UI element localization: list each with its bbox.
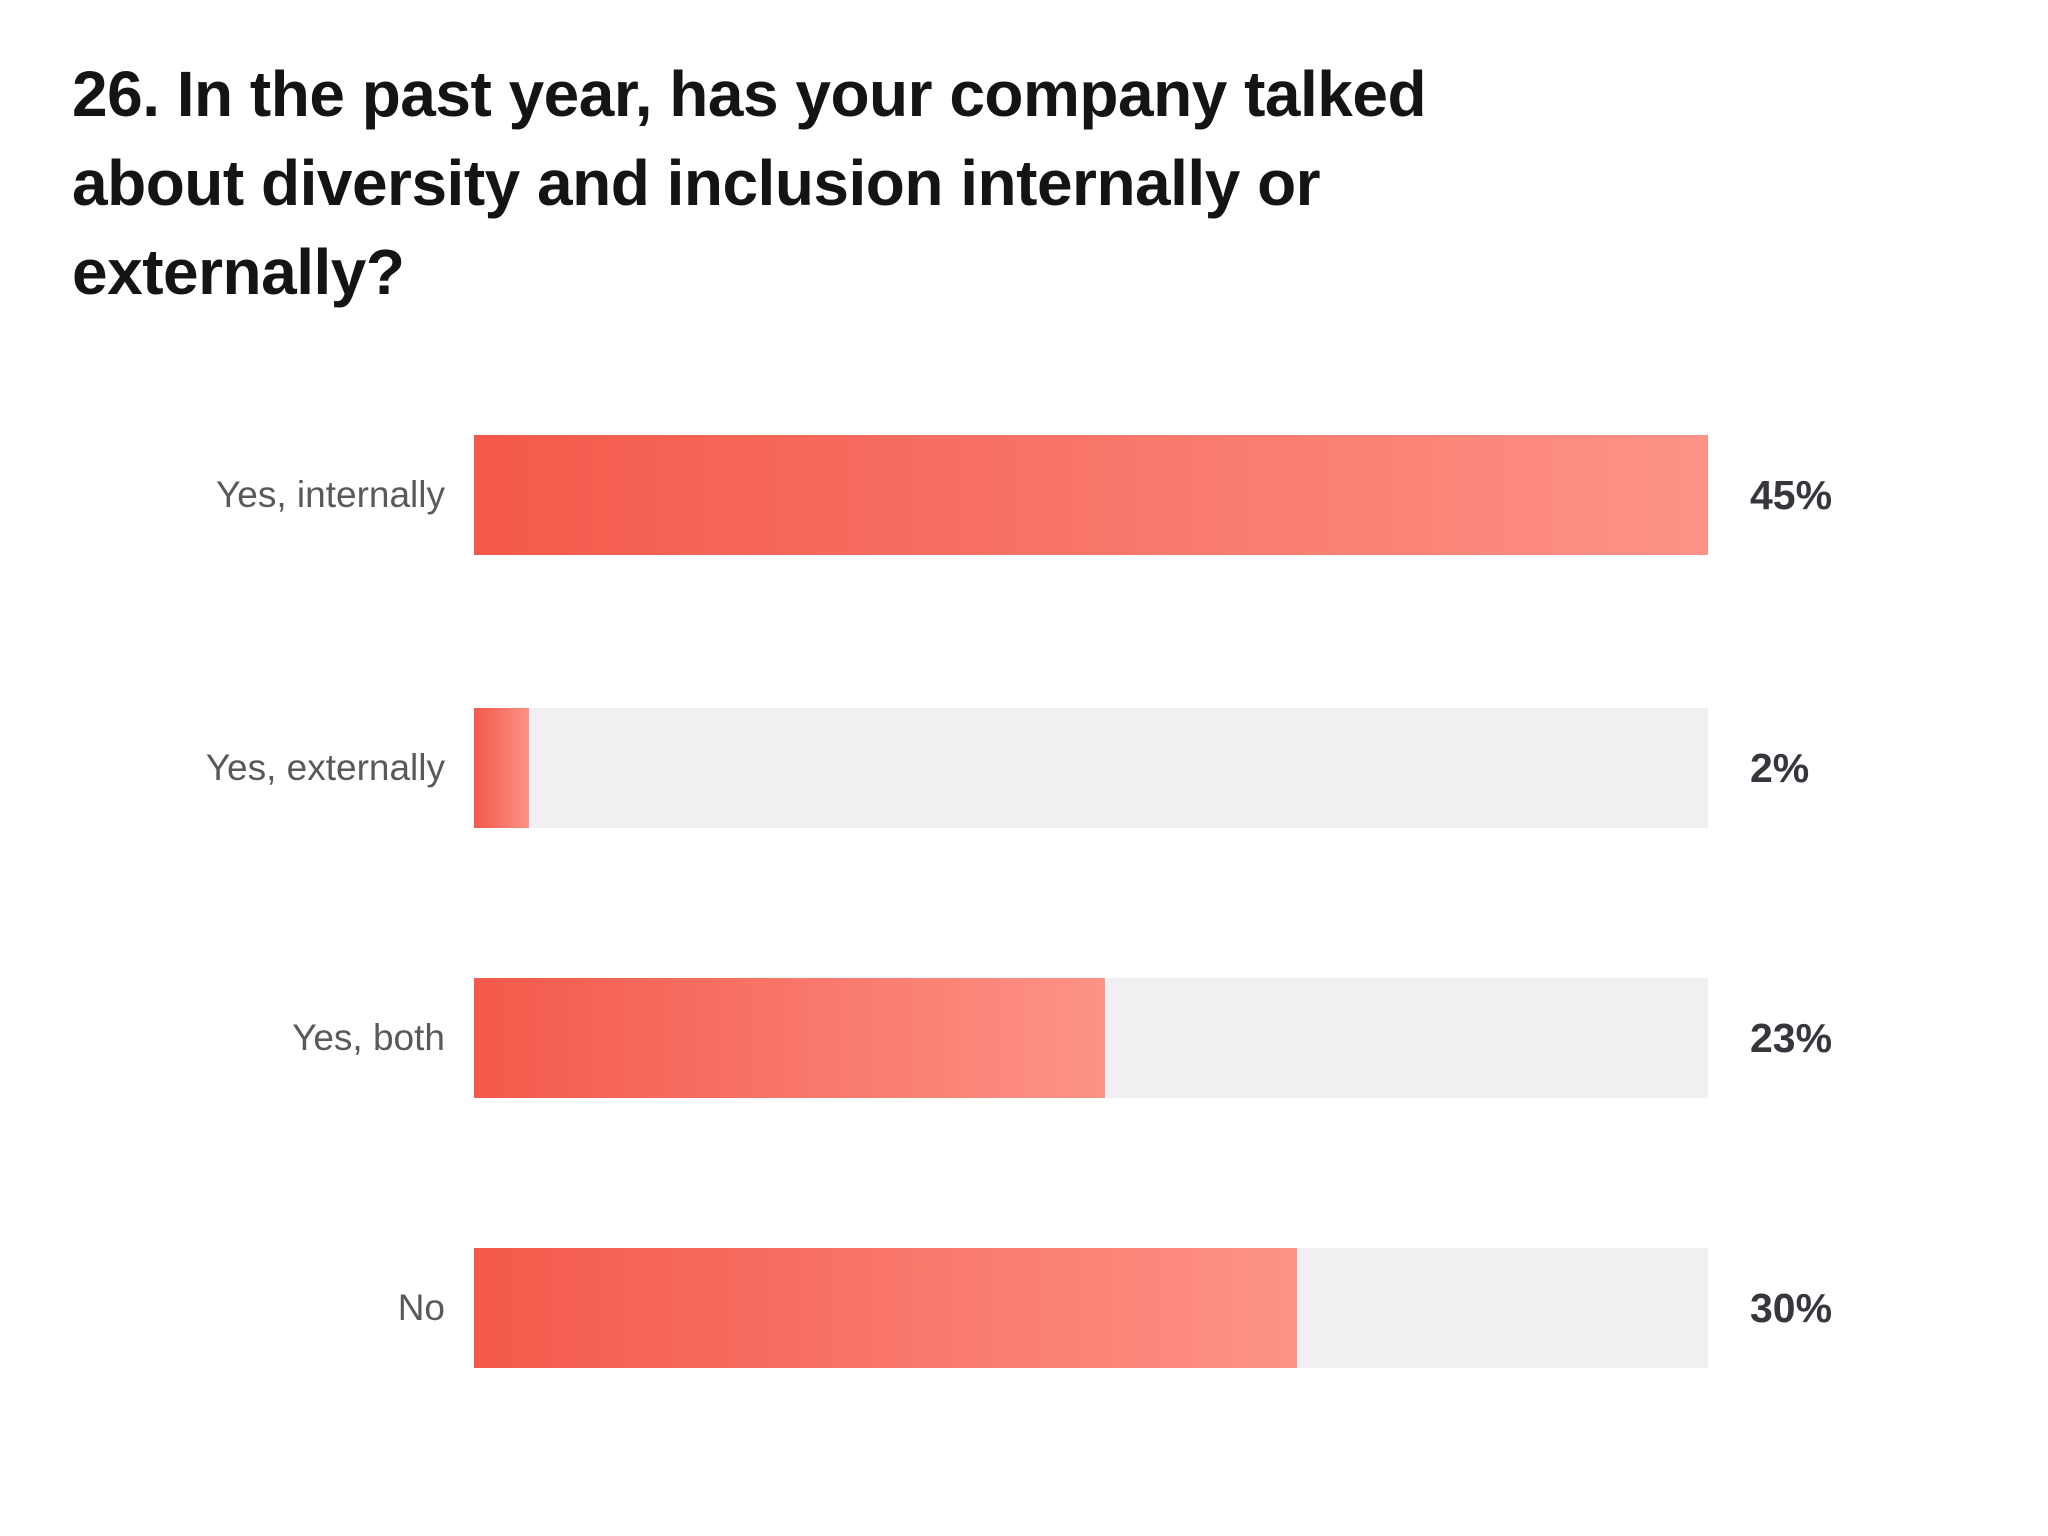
bar-row-yes-externally: Yes, externally 2% (0, 708, 2048, 828)
category-label: Yes, both (292, 1017, 445, 1058)
value-label: 23% (1750, 1015, 1833, 1061)
bar-fill (474, 435, 1708, 555)
bar-track (474, 708, 1708, 828)
category-label: No (397, 1287, 445, 1328)
bar-row-no: No 30% (0, 1248, 2048, 1368)
bar-track (474, 978, 1708, 1098)
value-label: 2% (1750, 745, 1810, 791)
bar-track (474, 435, 1708, 555)
category-label: Yes, internally (216, 474, 445, 515)
bar-row-yes-internally: Yes, internally 45% (0, 435, 2048, 555)
bar-row-yes-both: Yes, both 23% (0, 978, 2048, 1098)
bar-track (474, 1248, 1708, 1368)
value-label: 30% (1750, 1285, 1833, 1331)
bar-fill (474, 1248, 1297, 1368)
chart-title-line-2: about diversity and inclusion internally… (72, 147, 1321, 219)
bar-fill (474, 708, 529, 828)
chart-title-line-3: externally? (72, 236, 405, 308)
bar-fill (474, 978, 1105, 1098)
chart-title-line-1: 26. In the past year, has your company t… (72, 58, 1427, 130)
chart-title: 26. In the past year, has your company t… (72, 50, 1492, 317)
value-label: 45% (1750, 472, 1833, 518)
category-label: Yes, externally (205, 747, 445, 788)
